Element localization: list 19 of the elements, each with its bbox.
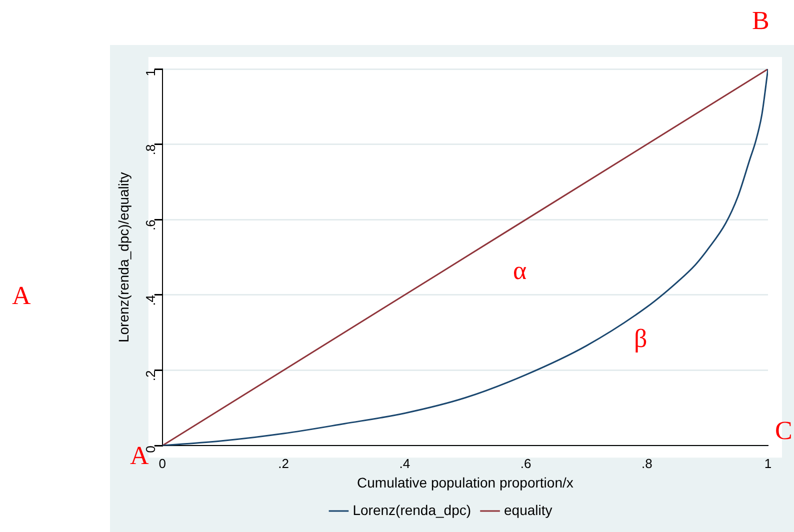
y-tick-label: .8: [142, 144, 158, 156]
y-tick-label: 1: [142, 69, 158, 76]
x-axis-title: Cumulative population proportion/x: [357, 474, 574, 490]
y-tick-label: .6: [142, 220, 158, 230]
x-tick-label: .4: [399, 456, 410, 471]
x-tick-label: 1: [764, 456, 772, 471]
y-axis-title: Lorenz(renda_dpc)/equality: [115, 172, 132, 343]
x-tick-label: .6: [520, 456, 532, 471]
x-tick-label: .2: [278, 456, 289, 471]
text: B: [752, 6, 770, 35]
annotation: α: [513, 256, 527, 285]
y-tick-label: .2: [142, 370, 158, 382]
legend-label: equality: [504, 502, 552, 518]
x-tick-label: .8: [641, 456, 652, 471]
text: A: [12, 281, 31, 310]
annotation: β: [634, 324, 648, 353]
legend-label: Lorenz(renda_dpc): [352, 502, 472, 518]
text: C: [775, 416, 792, 445]
y-tick-label: .4: [142, 294, 158, 306]
